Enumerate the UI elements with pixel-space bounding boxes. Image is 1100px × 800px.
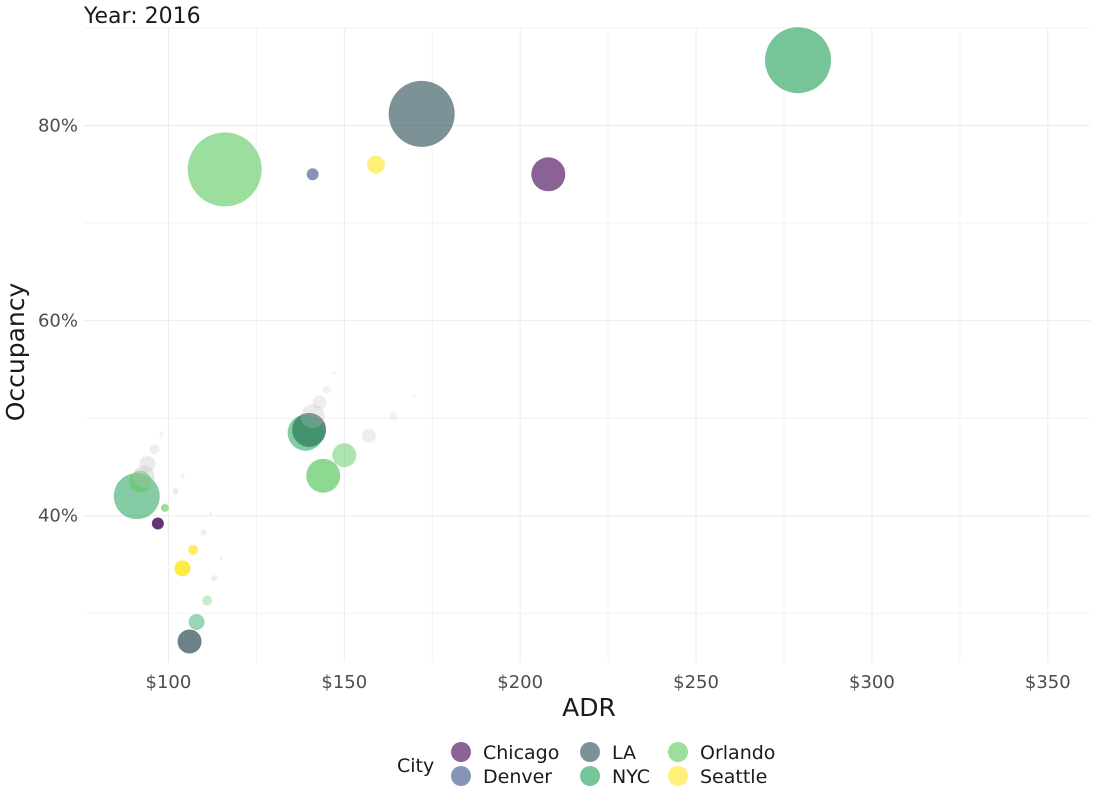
trail-point bbox=[159, 431, 164, 436]
y-axis-ticks: 40% 60% 80% bbox=[38, 116, 78, 527]
data-point-orlando bbox=[187, 132, 262, 207]
trail-point bbox=[413, 394, 417, 398]
trail-point bbox=[180, 473, 185, 478]
y-tick-label: 60% bbox=[38, 311, 78, 332]
x-tick-label: $250 bbox=[673, 672, 719, 693]
trail-points bbox=[113, 371, 417, 654]
grid bbox=[84, 27, 1090, 662]
trail-point bbox=[172, 488, 179, 495]
x-axis-ticks: $100 $150 $200 $250 $300 $350 bbox=[146, 672, 1071, 693]
legend-label-la: LA bbox=[612, 742, 636, 764]
legend-label-orlando: Orlando bbox=[700, 742, 775, 764]
x-axis-title: ADR bbox=[562, 693, 616, 722]
data-point-chicago bbox=[531, 157, 566, 192]
legend-label-seattle: Seattle bbox=[700, 766, 767, 788]
trail-point bbox=[129, 470, 152, 493]
trail-point bbox=[151, 517, 164, 530]
legend-label-denver: Denver bbox=[483, 766, 552, 788]
legend-key-la bbox=[580, 742, 600, 762]
data-points bbox=[187, 27, 832, 207]
trail-point bbox=[188, 614, 205, 631]
y-tick-label: 80% bbox=[38, 116, 78, 137]
trail-point bbox=[177, 629, 202, 654]
y-axis-title: Occupancy bbox=[1, 283, 30, 422]
data-point-seattle bbox=[366, 155, 385, 174]
legend-key-seattle bbox=[668, 766, 688, 786]
trail-point bbox=[202, 595, 213, 606]
trail-point bbox=[312, 395, 327, 410]
legend-title: City bbox=[397, 755, 434, 777]
data-point-denver bbox=[306, 168, 319, 181]
trail-point bbox=[209, 512, 213, 516]
trail-point bbox=[389, 412, 398, 421]
trail-point bbox=[306, 458, 341, 493]
trail-point bbox=[174, 560, 191, 577]
trail-point bbox=[149, 444, 160, 455]
x-tick-label: $100 bbox=[146, 672, 192, 693]
data-point-nyc bbox=[765, 27, 832, 94]
trail-point bbox=[200, 529, 207, 536]
trail-point bbox=[219, 557, 223, 561]
legend-key-nyc bbox=[580, 766, 600, 786]
trail-point bbox=[139, 455, 156, 472]
x-tick-label: $200 bbox=[497, 672, 543, 693]
trail-point bbox=[331, 371, 336, 376]
data-point-la bbox=[388, 80, 455, 147]
legend-key-chicago bbox=[451, 742, 471, 762]
x-tick-label: $300 bbox=[849, 672, 895, 693]
chart-subtitle: Year: 2016 bbox=[84, 4, 201, 29]
x-tick-label: $150 bbox=[321, 672, 367, 693]
trail-point bbox=[332, 443, 357, 468]
legend-label-nyc: NYC bbox=[612, 766, 650, 788]
legend-key-denver bbox=[451, 766, 471, 786]
trail-point bbox=[287, 414, 324, 451]
legend-label-chicago: Chicago bbox=[483, 742, 559, 764]
x-tick-label: $350 bbox=[1025, 672, 1071, 693]
trail-point bbox=[160, 503, 169, 512]
trail-point bbox=[300, 404, 325, 429]
trail-point bbox=[361, 428, 376, 443]
trail-point bbox=[322, 385, 331, 394]
legend-key-orlando bbox=[668, 742, 688, 762]
trail-point bbox=[132, 465, 155, 488]
trail-point bbox=[211, 575, 218, 582]
y-tick-label: 40% bbox=[38, 506, 78, 527]
trail-point bbox=[188, 544, 199, 555]
